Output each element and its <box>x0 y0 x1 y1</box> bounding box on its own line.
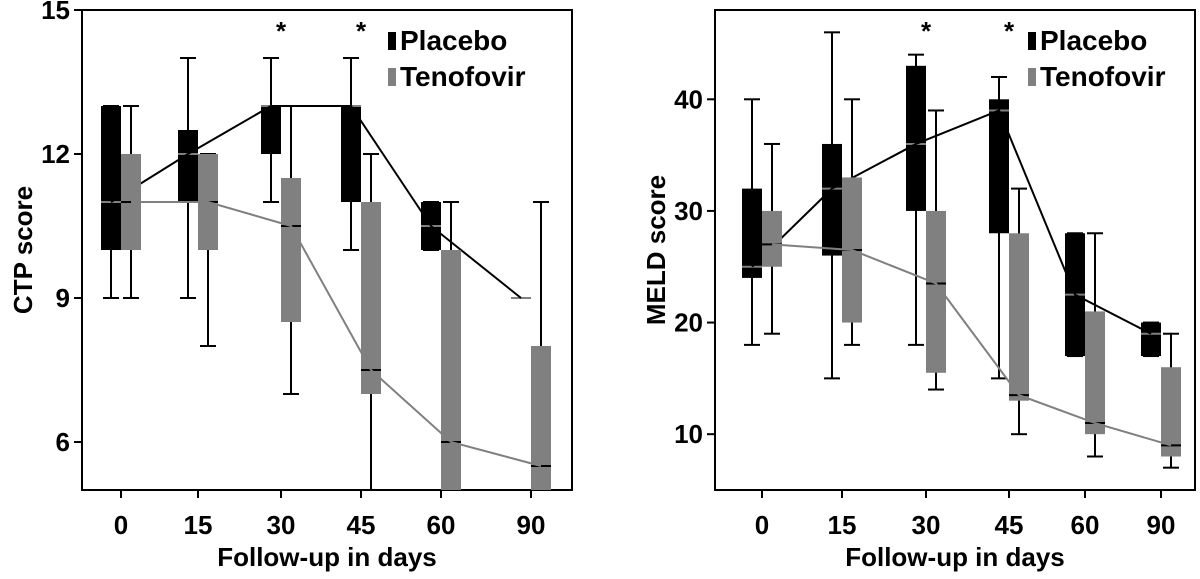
box-body <box>178 130 198 202</box>
trend-line-placebo <box>751 109 1152 335</box>
significance-star: * <box>921 16 932 46</box>
box-tenofovir-30 <box>926 109 946 391</box>
y-tick-label: 10 <box>674 419 703 449</box>
box-body <box>341 106 361 202</box>
box-body <box>822 143 842 256</box>
legend-label-tenofovir: Tenofovir <box>1040 61 1166 92</box>
box-body <box>1085 311 1105 435</box>
box-body <box>926 210 946 373</box>
legend-swatch-tenofovir <box>388 68 396 86</box>
box-placebo-45 <box>989 75 1009 380</box>
plot-frame <box>81 9 573 491</box>
x-tick-label: 15 <box>828 510 857 540</box>
box-tenofovir-90 <box>1161 332 1181 469</box>
y-tick-label: 20 <box>674 308 703 338</box>
ctp-score-chart: 6 9 12 15 0 15 30 45 60 90 Follow-up in days CTP sc… <box>8 0 573 572</box>
x-tick-label: 30 <box>912 510 941 540</box>
box-tenofovir-60 <box>1085 232 1105 458</box>
box-body <box>261 106 281 154</box>
x-tick-label: 0 <box>114 510 128 540</box>
trend-line-tenofovir <box>771 243 1172 447</box>
y-tick-label: 15 <box>41 0 70 25</box>
x-tick-label: 60 <box>427 510 456 540</box>
box-body <box>281 178 301 322</box>
x-tick-label: 30 <box>267 510 296 540</box>
box-body <box>1161 367 1181 457</box>
y-tick-label: 30 <box>674 196 703 226</box>
y-axis-title: MELD score <box>641 175 671 325</box>
box-body <box>1009 233 1029 401</box>
x-axis-title: Follow-up in days <box>845 542 1065 572</box>
legend-swatch-tenofovir <box>1028 68 1036 86</box>
box-body <box>101 106 121 250</box>
x-axis-title: Follow-up in days <box>217 542 437 572</box>
plot-frame <box>714 9 1196 491</box>
significance-star: * <box>276 16 287 46</box>
legend-swatch-placebo <box>388 32 396 50</box>
significance-star: * <box>1004 16 1015 46</box>
box-tenofovir-90 <box>531 201 551 491</box>
legend-label-tenofovir: Tenofovir <box>400 61 526 92</box>
box-body <box>441 250 461 490</box>
trend-line-placebo <box>110 105 522 299</box>
significance-star: * <box>356 16 367 46</box>
y-axis-title: CTP score <box>8 186 38 314</box>
x-tick-label: 60 <box>1071 510 1100 540</box>
box-placebo-15 <box>178 57 198 299</box>
box-placebo-90 <box>1141 321 1161 358</box>
trend-line-tenofovir <box>131 201 542 467</box>
x-tick-label: 0 <box>755 510 769 540</box>
box-placebo-30 <box>261 57 281 203</box>
y-tick-label: 40 <box>674 84 703 114</box>
y-tick-label: 12 <box>41 139 70 169</box>
y-tick-label: 9 <box>56 283 70 313</box>
box-body <box>361 202 381 394</box>
box-body <box>1141 322 1161 357</box>
legend-swatch-placebo <box>1028 32 1036 50</box>
box-tenofovir-15 <box>842 98 862 346</box>
box-body <box>989 99 1009 234</box>
box-placebo-15 <box>822 31 842 380</box>
box-tenofovir-0 <box>762 142 782 335</box>
box-body <box>531 346 551 490</box>
box-tenofovir-30 <box>281 105 301 395</box>
box-tenofovir-45 <box>1009 187 1029 436</box>
box-body <box>906 65 926 211</box>
x-tick-label: 90 <box>517 510 546 540</box>
box-body <box>742 188 762 278</box>
box-tenofovir-15 <box>198 153 218 347</box>
x-tick-label: 90 <box>1147 510 1176 540</box>
box-tenofovir-45 <box>361 153 381 490</box>
box-tenofovir-60 <box>441 201 461 491</box>
x-tick-label: 45 <box>347 510 376 540</box>
box-placebo-45 <box>341 57 361 251</box>
box-placebo-30 <box>906 53 926 346</box>
x-tick-label: 15 <box>184 510 213 540</box>
box-placebo-0 <box>742 98 762 346</box>
y-tick-label: 6 <box>56 427 70 457</box>
legend-label-placebo: Placebo <box>1040 25 1147 56</box>
meld-score-chart: 10 20 30 40 0 15 30 45 60 90 Follow-up in days MELD… <box>641 9 1196 572</box>
x-tick-label: 45 <box>995 510 1024 540</box>
box-body <box>762 210 782 267</box>
legend-label-placebo: Placebo <box>400 25 507 56</box>
